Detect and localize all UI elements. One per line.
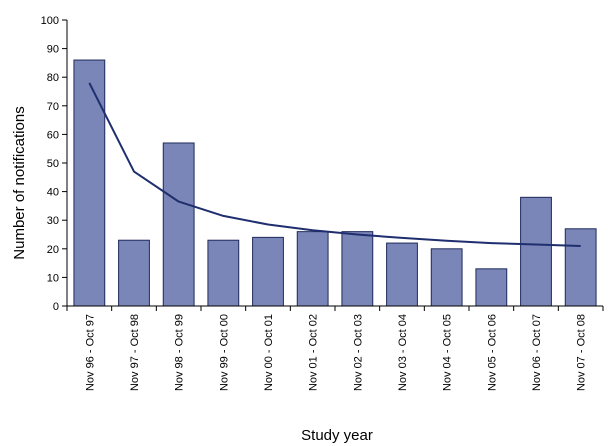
bar <box>207 239 240 307</box>
bar <box>296 231 329 307</box>
x-tick-label: Nov 96 - Oct 97 <box>84 314 96 391</box>
x-tick-label: Nov 00 - Oct 01 <box>263 314 275 391</box>
bar <box>386 242 418 307</box>
y-tick-label: 100 <box>41 15 59 27</box>
bar <box>118 239 150 307</box>
y-tick-label: 0 <box>53 301 59 313</box>
bar <box>475 268 508 307</box>
y-tick-label: 10 <box>47 272 59 284</box>
y-tick-label: 60 <box>47 129 59 141</box>
bar <box>162 142 195 307</box>
bars <box>73 59 597 307</box>
x-tick-label: Nov 06 - Oct 07 <box>531 314 543 391</box>
bar <box>341 231 374 307</box>
x-tick-label: Nov 97 - Oct 98 <box>129 314 141 391</box>
x-tick-label: Nov 04 - Oct 05 <box>442 314 454 391</box>
y-tick-label: 90 <box>47 44 59 56</box>
y-tick-label: 80 <box>47 72 59 84</box>
y-tick-label: 20 <box>47 244 59 256</box>
bar <box>430 248 463 307</box>
x-tick-label: Nov 07 - Oct 08 <box>576 314 588 391</box>
y-axis-title: Number of notifications <box>11 106 28 259</box>
trend-line-layer <box>88 82 581 247</box>
trend-line <box>88 82 581 247</box>
x-tick-label: Nov 98 - Oct 99 <box>174 314 186 391</box>
y-tick-label: 40 <box>47 187 59 199</box>
bar <box>252 236 284 307</box>
x-tick-label: Nov 99 - Oct 00 <box>218 314 230 391</box>
bar <box>564 228 597 307</box>
x-tick-label: Nov 05 - Oct 06 <box>486 314 498 391</box>
bar <box>520 196 552 307</box>
axes: 0 10 20 30 40 50 60 70 80 90 100 Nov 96 - Oct 97 Nov… <box>41 15 604 391</box>
x-tick-label: Nov 02 - Oct 03 <box>352 314 364 391</box>
x-tick-label: Nov 03 - Oct 04 <box>397 314 409 391</box>
y-tick-label: 50 <box>47 158 59 170</box>
x-tick-label: Nov 01 - Oct 02 <box>308 314 320 391</box>
y-tick-label: 30 <box>47 215 59 227</box>
x-axis-title: Study year <box>301 427 373 444</box>
bar <box>73 59 106 307</box>
y-tick-label: 70 <box>47 101 59 113</box>
